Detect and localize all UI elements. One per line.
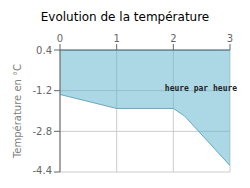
svg-text:2: 2 [170, 33, 176, 44]
svg-text:Température en °C: Température en °C [12, 64, 23, 159]
html-text:Evolution de la température: Evolution de la température [40, 10, 210, 24]
svg-text:-4.4: -4.4 [32, 165, 52, 176]
svg-text:0.4: 0.4 [36, 45, 52, 56]
svg-text:heure par heure: heure par heure [165, 84, 237, 93]
svg-text:1: 1 [113, 33, 119, 44]
svg-text:3: 3 [227, 33, 233, 44]
svg-text:0: 0 [57, 33, 63, 44]
svg-text:-1.2: -1.2 [32, 85, 52, 96]
svg-text:-2.8: -2.8 [32, 126, 52, 137]
